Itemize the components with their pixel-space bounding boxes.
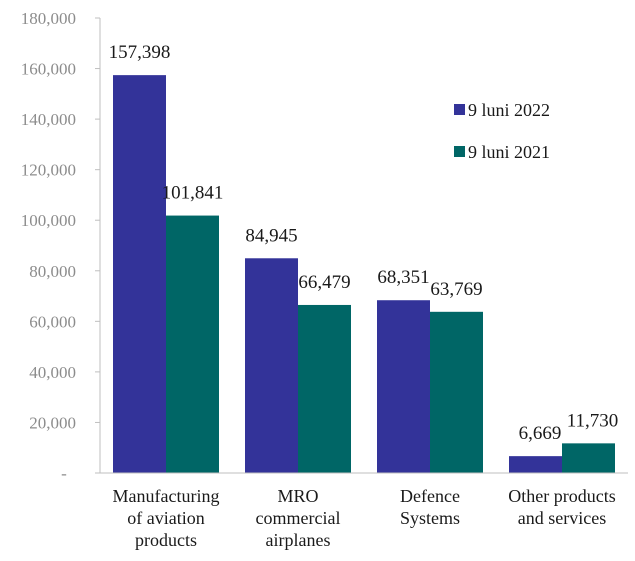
data-label: 101,841: [162, 183, 224, 204]
x-category-label: Other products and services: [508, 486, 615, 528]
data-label: 11,730: [567, 410, 619, 431]
y-tick-label: 180,000: [21, 9, 76, 28]
x-category-label-line: commercial: [256, 508, 341, 528]
data-label: 63,769: [430, 279, 482, 300]
y-tick-label: 100,000: [21, 211, 76, 230]
legend: 9 luni 2022 9 luni 2021: [454, 100, 550, 162]
x-category-label: Manufacturing of aviation products: [113, 486, 220, 550]
legend-label: 9 luni 2021: [468, 142, 550, 162]
bar: [377, 300, 430, 473]
bar: [113, 75, 166, 473]
bars: [113, 75, 615, 473]
bar: [430, 311, 483, 473]
data-label: 6,669: [519, 423, 562, 444]
data-label: 68,351: [377, 267, 429, 288]
bar: [298, 304, 351, 473]
y-tick-label: 60,000: [29, 312, 76, 331]
x-category-label-line: and services: [518, 508, 606, 528]
legend-swatch: [454, 104, 465, 115]
y-tick-label: 120,000: [21, 161, 76, 180]
bar: [166, 215, 219, 473]
bar: [509, 456, 562, 473]
legend-label: 9 luni 2022: [468, 100, 550, 120]
bar: [245, 258, 298, 473]
y-tick-label: -: [61, 464, 67, 483]
y-tick-label: 80,000: [29, 262, 76, 281]
x-category-label-line: Other products: [508, 486, 615, 506]
legend-swatch: [454, 146, 465, 157]
y-tick-label: 20,000: [29, 413, 76, 432]
x-category-label-line: Manufacturing: [113, 486, 220, 506]
x-category-label-line: Defence: [400, 486, 460, 506]
x-category-label-line: products: [135, 530, 197, 550]
x-category-label-line: MRO: [277, 486, 318, 506]
y-tick-label: 160,000: [21, 60, 76, 79]
x-category-label-line: of aviation: [127, 508, 204, 528]
x-category-label-line: airplanes: [266, 530, 331, 550]
data-label: 157,398: [109, 42, 171, 63]
x-category-label: MRO commercial airplanes: [256, 486, 341, 550]
data-label: 84,945: [245, 225, 297, 246]
x-category-label: Defence Systems: [400, 486, 460, 528]
x-category-label-line: Systems: [400, 508, 460, 528]
y-axis: - 20,000 40,000 60,000 80,000 100,000 120,000 1…: [21, 9, 101, 483]
y-tick-label: 40,000: [29, 363, 76, 382]
data-label: 66,479: [298, 272, 350, 293]
y-tick-label: 140,000: [21, 110, 76, 129]
x-axis: Manufacturing of aviation products MRO comme…: [100, 472, 628, 550]
bar: [562, 443, 615, 473]
